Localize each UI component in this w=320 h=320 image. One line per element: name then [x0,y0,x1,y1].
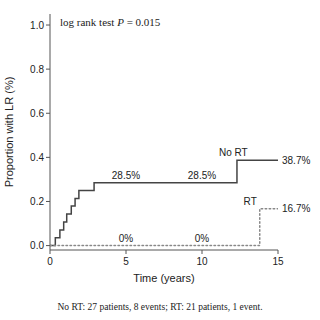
annotation: 16.7% [282,203,310,214]
y-tick [46,113,50,114]
caption: No RT: 27 patients, 8 events; RT: 21 pat… [57,302,262,312]
plot-area [50,160,278,245]
series-line [50,160,278,245]
annotation: 0% [119,233,134,244]
y-axis-label: Proportion with LR (%) [3,77,15,188]
y-tick [46,69,50,70]
series-line [50,209,278,246]
x-tick-label: 15 [272,256,284,267]
annotation: 38.7% [282,155,310,166]
x-tick [50,250,51,254]
y-tick-label: 0.0 [30,240,44,251]
x-tick [126,250,127,254]
stat-note-part: log rank test [60,16,117,28]
annotation: 28.5% [112,170,140,181]
stat-note: log rank test P = 0.015 [60,16,161,28]
y-tick-label: 0.8 [30,64,44,75]
x-tick-label: 5 [123,256,129,267]
x-axis-label: Time (years) [133,272,194,284]
x-tick-label: 0 [47,256,53,267]
y-tick-label: 1.0 [30,20,44,31]
chart: 0 5 10 15 0.0 0.2 0.4 0.6 0.8 1.0 Time (years) Prop… [0,0,320,320]
annotation: 0% [195,233,210,244]
x-tick-label: 10 [196,256,208,267]
y-tick [46,245,50,246]
series-label: RT [244,196,257,207]
series-label: No RT [219,147,248,158]
annotation: 28.5% [188,170,216,181]
y-tick-label: 0.2 [30,196,44,207]
y-tick [46,25,50,26]
y-tick-label: 0.6 [30,108,44,119]
x-axis-line [50,250,278,251]
x-tick [202,250,203,254]
y-tick [46,201,50,202]
y-tick [46,157,50,158]
y-tick-label: 0.4 [30,152,44,163]
x-tick [278,250,279,254]
stat-note-part: = 0.015 [124,16,161,28]
y-axis-line [50,14,51,250]
